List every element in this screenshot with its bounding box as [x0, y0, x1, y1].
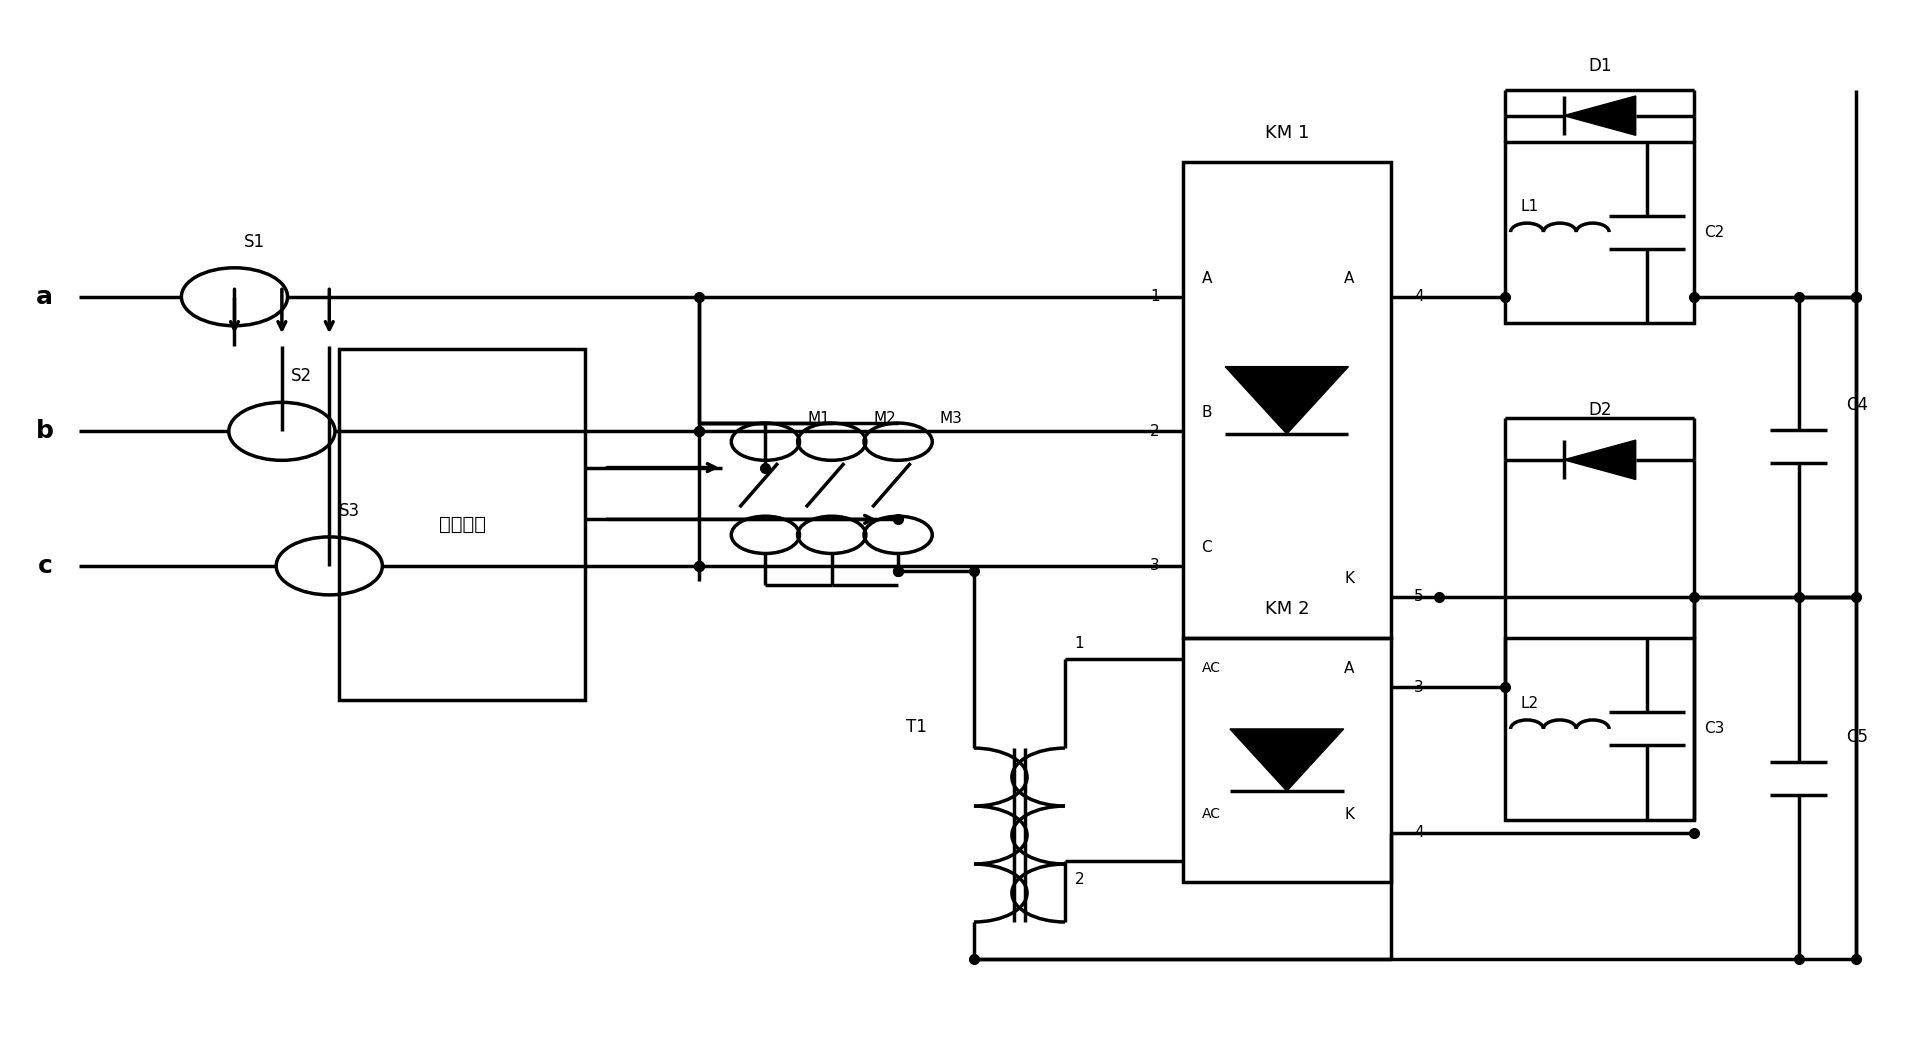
Bar	[338, 348, 584, 701]
Text: 2: 2	[1075, 872, 1085, 887]
Text: KM 2: KM 2	[1264, 600, 1308, 618]
Bar	[1505, 142, 1694, 323]
Text: C4: C4	[1847, 397, 1868, 414]
Text: L2: L2	[1520, 695, 1538, 710]
Text: 4: 4	[1413, 826, 1423, 840]
Polygon shape	[1564, 441, 1635, 479]
Text: C: C	[1201, 540, 1213, 555]
Text: 2: 2	[1150, 424, 1159, 438]
Text: M2: M2	[873, 411, 896, 427]
Text: 3: 3	[1150, 558, 1159, 574]
Text: D2: D2	[1587, 401, 1612, 420]
Text: S3: S3	[338, 502, 359, 520]
Text: S2: S2	[292, 367, 313, 385]
Text: S1: S1	[244, 233, 265, 251]
Text: 1: 1	[1150, 290, 1159, 304]
Text: C2: C2	[1704, 224, 1725, 239]
Text: A: A	[1345, 661, 1354, 676]
Text: 控制电路: 控制电路	[439, 515, 485, 534]
Polygon shape	[1230, 729, 1345, 791]
Text: K: K	[1345, 571, 1354, 585]
Polygon shape	[1564, 95, 1635, 135]
Text: M1: M1	[808, 411, 829, 427]
Text: C5: C5	[1847, 728, 1868, 746]
Text: a: a	[36, 284, 53, 308]
Bar	[1182, 639, 1390, 881]
Text: AC: AC	[1201, 808, 1220, 821]
Text: C3: C3	[1704, 722, 1725, 736]
Text: L1: L1	[1520, 198, 1538, 214]
Text: 3: 3	[1413, 680, 1423, 694]
Text: K: K	[1345, 807, 1354, 821]
Bar	[1182, 163, 1390, 639]
Text: M3: M3	[940, 411, 963, 427]
Text: 1: 1	[1075, 636, 1085, 651]
Text: KM 1: KM 1	[1264, 124, 1308, 143]
Text: b: b	[36, 420, 53, 444]
Bar	[1505, 639, 1694, 819]
Text: c: c	[38, 554, 52, 578]
Text: A: A	[1345, 271, 1354, 285]
Text: A: A	[1201, 271, 1211, 285]
Polygon shape	[1224, 367, 1348, 434]
Text: AC: AC	[1201, 661, 1220, 676]
Text: T1: T1	[905, 719, 926, 736]
Text: D1: D1	[1587, 57, 1612, 74]
Text: 5: 5	[1413, 590, 1423, 604]
Text: 4: 4	[1413, 290, 1423, 304]
Text: B: B	[1201, 405, 1213, 421]
